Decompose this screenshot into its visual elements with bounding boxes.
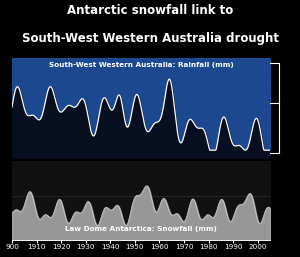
Text: Law Dome Antarctica: Snowfall (mm): Law Dome Antarctica: Snowfall (mm) <box>65 226 217 232</box>
Text: South-West Western Australia: Rainfall (mm): South-West Western Australia: Rainfall (… <box>49 62 233 68</box>
Text: Antarctic snowfall link to: Antarctic snowfall link to <box>67 4 233 17</box>
Text: South-West Western Australia drought: South-West Western Australia drought <box>22 32 278 45</box>
